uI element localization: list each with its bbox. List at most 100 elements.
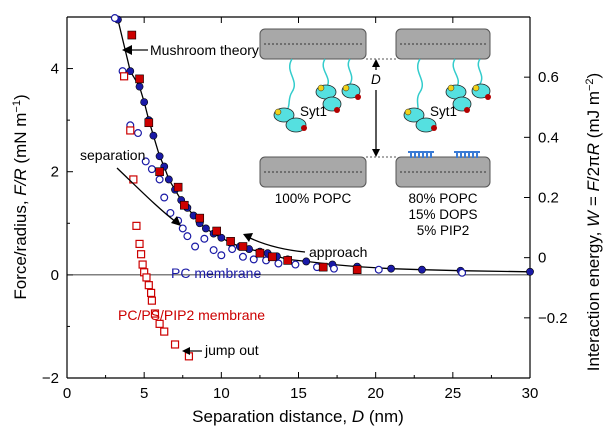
data-point: [229, 246, 236, 253]
jump-out-label: jump out: [204, 342, 259, 358]
x-tick-label: 0: [63, 385, 71, 402]
binding-site: [448, 85, 454, 91]
data-point: [196, 214, 204, 222]
y-tick-label-left: −2: [42, 370, 59, 387]
y-tick-label-right: 0: [538, 250, 546, 267]
data-point: [148, 166, 155, 173]
syt1-label-right: Syt1: [430, 104, 457, 119]
data-point: [459, 269, 466, 276]
binding-site: [301, 125, 307, 131]
data-point: [526, 268, 533, 275]
right-lipid-label-1: 80% POPC: [408, 191, 477, 206]
linker: [288, 59, 294, 108]
y-tick-label-left: 4: [51, 61, 59, 78]
inset-right-panel: Syt1 80% POPC 15% DOPS 5% PIP2: [396, 29, 491, 238]
data-point: [121, 73, 128, 80]
data-point: [180, 201, 188, 209]
linker: [478, 59, 481, 84]
data-point: [319, 263, 327, 271]
linker: [323, 59, 328, 88]
data-point: [111, 15, 118, 22]
data-point: [184, 233, 191, 240]
data-point: [145, 282, 152, 289]
linker: [418, 59, 423, 108]
x-tick-label: 15: [290, 385, 307, 402]
membrane-top-right: [396, 29, 490, 59]
linker: [453, 59, 458, 88]
data-point: [127, 127, 134, 134]
x-tick-label: 25: [444, 385, 461, 402]
binding-site: [318, 85, 324, 91]
data-point: [138, 251, 145, 258]
data-point: [145, 119, 153, 127]
data-point: [275, 260, 282, 267]
binding-site: [355, 94, 361, 100]
y-tick-label-right: 0.6: [538, 69, 559, 86]
data-point: [133, 222, 140, 229]
arrow-up-icon: [372, 59, 380, 67]
y-axis-left-title: Force/radius, F/R (mN m−1): [11, 94, 30, 299]
data-point: [141, 98, 148, 105]
binding-site: [473, 85, 479, 91]
pc-membrane-label: PC membrane: [171, 265, 261, 281]
right-lipid-label-2: 15% DOPS: [408, 207, 477, 222]
data-point: [174, 183, 182, 191]
left-lipid-label: 100% POPC: [275, 191, 352, 206]
data-point: [213, 227, 221, 235]
data-point: [239, 242, 247, 250]
data-point: [331, 265, 338, 272]
data-point: [256, 249, 264, 257]
data-point: [292, 261, 299, 268]
inset-left-panel: Syt1 100% POPC: [260, 29, 366, 206]
data-point: [201, 235, 208, 242]
distance-indicator: D: [366, 59, 396, 157]
linker: [348, 59, 351, 84]
data-point: [172, 341, 179, 348]
y-tick-label-left: 0: [51, 267, 59, 284]
y-tick-label-right: 0.2: [538, 190, 559, 207]
data-point: [165, 176, 172, 183]
data-point: [210, 247, 217, 254]
syt1-label-left: Syt1: [300, 104, 327, 119]
binding-site: [275, 109, 281, 115]
binding-site: [431, 125, 437, 131]
mushroom-theory-label: Mushroom theory: [150, 42, 259, 58]
x-tick-label: 10: [213, 385, 230, 402]
x-tick-label: 30: [522, 385, 539, 402]
data-point: [136, 75, 144, 83]
distance-label: D: [371, 72, 381, 87]
binding-site: [464, 107, 470, 113]
x-axis-title: Separation distance, D (nm): [192, 407, 404, 426]
membrane-bottom-right: [396, 157, 490, 187]
data-point: [192, 243, 199, 250]
y-axis-right-title: Interaction energy, W = F/2πR (mJ m−2): [584, 73, 603, 371]
right-lipid-label-3: 5% PIP2: [417, 223, 470, 238]
x-tick-label: 20: [367, 385, 384, 402]
data-point: [179, 225, 186, 232]
separation-label: separation: [80, 147, 145, 163]
inset-schematic: Syt1 100% POPC: [260, 29, 491, 238]
data-point: [284, 256, 292, 264]
data-point: [143, 274, 150, 281]
data-point: [150, 132, 157, 139]
data-point: [136, 240, 143, 247]
y-ticks-left: −2 0 2 4: [42, 17, 73, 387]
pcpspip2-membrane-label: PC/PS/PIP2 membrane: [118, 307, 265, 323]
approach-label: approach: [309, 244, 367, 260]
data-point: [161, 194, 168, 201]
binding-site: [343, 85, 349, 91]
data-point: [139, 261, 146, 268]
series-2: [128, 31, 361, 274]
arrow-down-icon: [372, 149, 380, 157]
binding-site: [334, 107, 340, 113]
data-point: [202, 225, 209, 232]
data-point: [218, 252, 225, 259]
data-point: [161, 328, 168, 335]
data-point: [148, 297, 155, 304]
binding-site: [485, 94, 491, 100]
y-tick-label-left: 2: [51, 164, 59, 181]
data-point: [240, 253, 247, 260]
data-point: [227, 237, 235, 245]
